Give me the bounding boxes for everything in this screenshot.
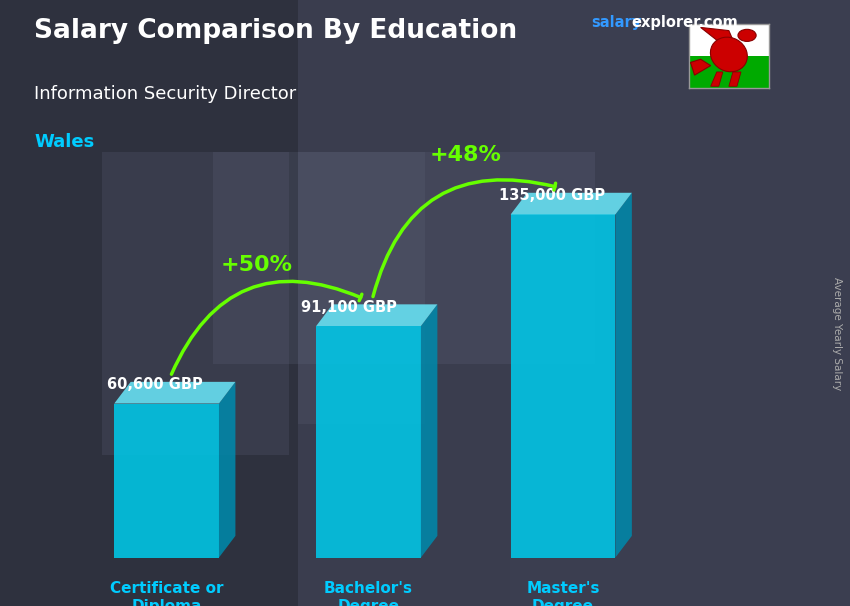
Text: Wales: Wales <box>34 133 94 152</box>
Text: Bachelor's
Degree: Bachelor's Degree <box>324 581 413 606</box>
Bar <box>298 152 425 424</box>
Text: +50%: +50% <box>220 255 292 275</box>
Polygon shape <box>700 27 733 40</box>
Polygon shape <box>511 193 632 215</box>
Text: Master's
Degree: Master's Degree <box>526 581 600 606</box>
Bar <box>688 56 769 88</box>
Bar <box>688 24 769 56</box>
Polygon shape <box>421 304 438 558</box>
Bar <box>0 0 298 606</box>
Bar <box>212 152 595 364</box>
Text: +48%: +48% <box>430 145 502 165</box>
Polygon shape <box>728 72 741 86</box>
Polygon shape <box>615 193 632 558</box>
Polygon shape <box>690 59 711 75</box>
Text: 60,600 GBP: 60,600 GBP <box>107 377 202 392</box>
Text: Certificate or
Diploma: Certificate or Diploma <box>110 581 224 606</box>
Text: 91,100 GBP: 91,100 GBP <box>301 299 397 315</box>
Polygon shape <box>711 72 722 86</box>
Ellipse shape <box>711 37 747 72</box>
Polygon shape <box>114 404 219 558</box>
Text: Average Yearly Salary: Average Yearly Salary <box>832 277 842 390</box>
Text: Salary Comparison By Education: Salary Comparison By Education <box>34 18 517 44</box>
Text: 135,000 GBP: 135,000 GBP <box>500 188 605 203</box>
Text: salary: salary <box>591 15 641 30</box>
Polygon shape <box>219 382 235 558</box>
Text: Information Security Director: Information Security Director <box>34 85 297 103</box>
Polygon shape <box>316 304 438 326</box>
Bar <box>102 152 289 454</box>
Polygon shape <box>114 382 235 404</box>
Ellipse shape <box>738 29 756 41</box>
Bar <box>510 0 850 606</box>
Polygon shape <box>316 326 421 558</box>
Polygon shape <box>511 215 615 558</box>
Text: explorer.com: explorer.com <box>632 15 739 30</box>
